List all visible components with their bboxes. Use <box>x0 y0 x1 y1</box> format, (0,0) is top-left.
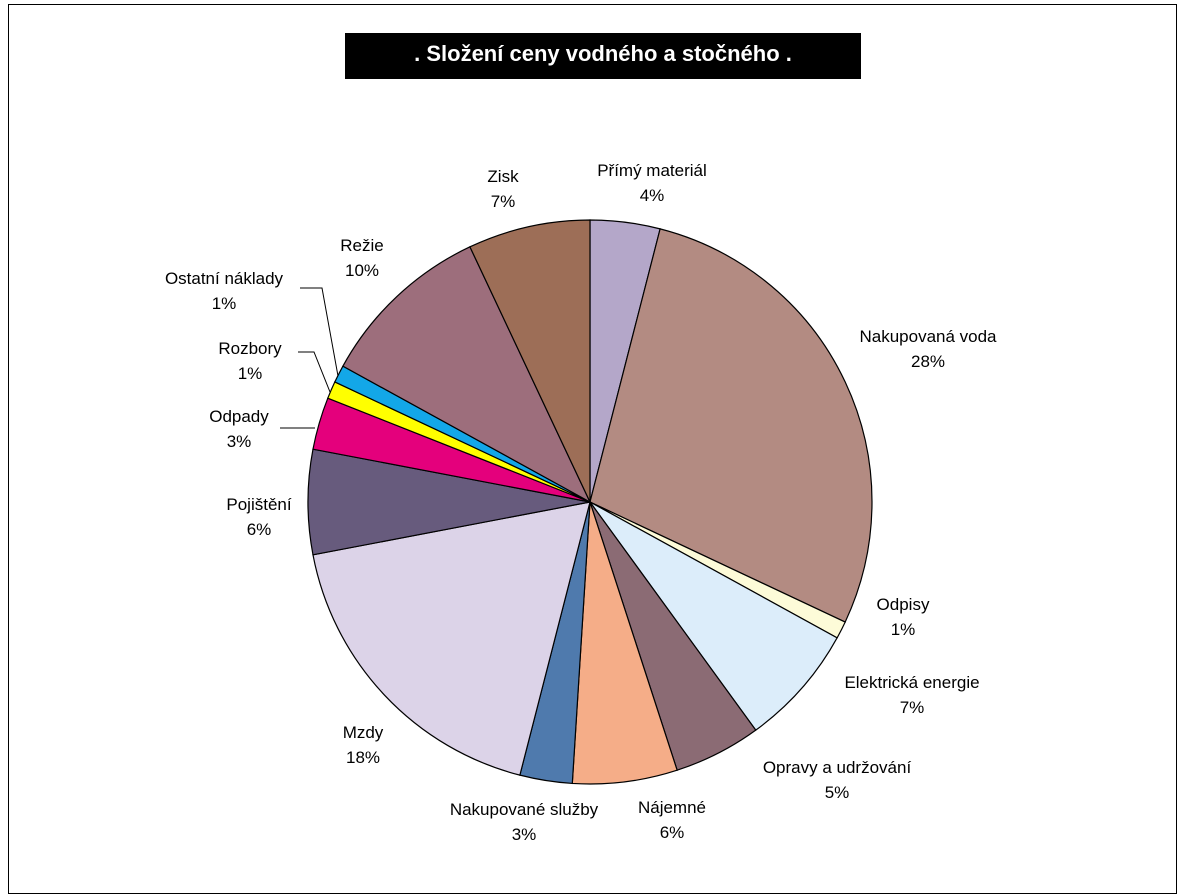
leader-line-ostatni-naklady <box>300 287 339 377</box>
slice-value-elektricka-energie: 7% <box>900 698 925 717</box>
slice-label-ostatni-naklady: Ostatní náklady <box>165 269 284 288</box>
slice-label-opravy-a-udrzovani: Opravy a udržování <box>763 758 912 777</box>
slice-label-odpady: Odpady <box>209 407 269 426</box>
slice-value-pojisteni: 6% <box>247 520 272 539</box>
slice-label-rozbory: Rozbory <box>218 339 282 358</box>
chart-title: . Složení ceny vodného a stočného . <box>345 33 861 79</box>
slice-value-opravy-a-udrzovani: 5% <box>825 783 850 802</box>
slice-value-nakupovana-voda: 28% <box>911 352 945 371</box>
slice-value-nakupovane-sluzby: 3% <box>512 825 537 844</box>
slice-value-ostatni-naklady: 1% <box>212 294 237 313</box>
pie-slice-zisk <box>469 219 591 503</box>
slice-value-primy-material: 4% <box>640 186 665 205</box>
slice-value-najemne: 6% <box>660 823 685 842</box>
slice-value-zisk: 7% <box>491 192 516 211</box>
slice-value-odpisy: 1% <box>891 620 916 639</box>
slice-value-odpady: 3% <box>227 432 252 451</box>
slice-label-nakupovane-sluzby: Nakupované služby <box>450 800 599 819</box>
slice-value-mzdy: 18% <box>346 748 380 767</box>
pie-slice-nakupovana-voda <box>589 228 873 623</box>
slice-label-pojisteni: Pojištění <box>226 495 291 514</box>
pie-slice-mzdy <box>312 501 591 776</box>
pie-slice-elektricka-energie <box>589 501 838 731</box>
slice-label-mzdy: Mzdy <box>343 723 384 742</box>
slice-label-najemne: Nájemné <box>638 798 706 817</box>
slice-label-odpisy: Odpisy <box>877 595 930 614</box>
slice-label-zisk: Zisk <box>487 167 519 186</box>
slice-value-rezie: 10% <box>345 261 379 280</box>
slice-value-rozbory: 1% <box>238 364 263 383</box>
leader-line-rozbory <box>298 351 331 393</box>
slice-label-nakupovana-voda: Nakupovaná voda <box>859 327 997 346</box>
pie-slice-rezie <box>342 246 592 504</box>
slice-label-primy-material: Přímý materiál <box>597 161 707 180</box>
slice-label-rezie: Režie <box>340 236 383 255</box>
slice-label-elektricka-energie: Elektrická energie <box>844 673 979 692</box>
